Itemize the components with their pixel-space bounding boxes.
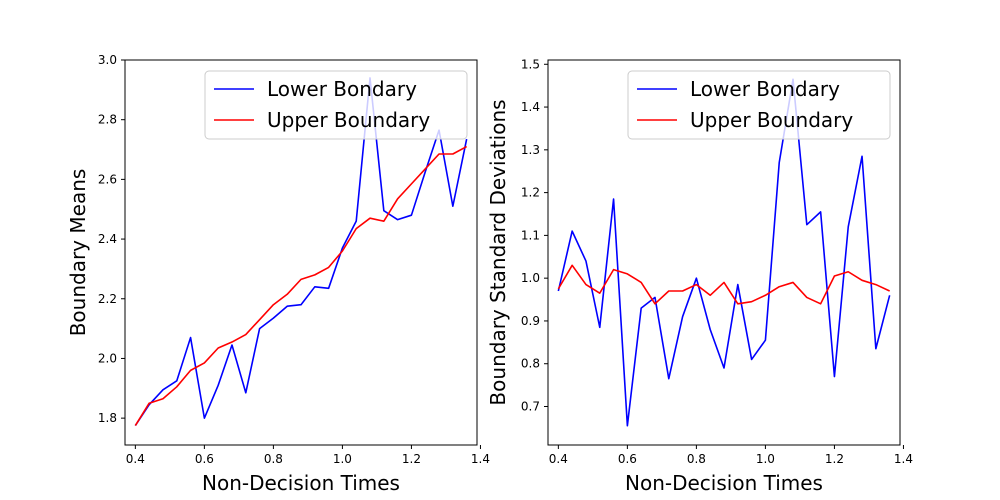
series-line-upper [134, 145, 468, 427]
x-tick-label: 0.4 [126, 452, 145, 466]
x-tick-label: 1.2 [825, 452, 844, 466]
series-line-lower [134, 77, 468, 427]
legend-entry: Upper Boundary [267, 108, 430, 132]
legend: Lower Bondary Upper Boundary [627, 70, 891, 140]
x-tick-label: 0.8 [687, 452, 706, 466]
x-axis-label: Non-Decision Times [625, 471, 823, 495]
y-tick-label: 2.6 [98, 172, 117, 186]
y-tick-label: 1.5 [521, 57, 540, 71]
y-tick-label: 2.0 [98, 351, 117, 365]
y-tick-label: 2.2 [98, 292, 117, 306]
series-line-upper [557, 264, 890, 305]
y-tick-label: 0.9 [521, 314, 540, 328]
x-tick-label: 0.6 [618, 452, 637, 466]
x-tick-label: 1.0 [756, 452, 775, 466]
x-tick-label: 1.4 [894, 452, 913, 466]
legend: Lower Bondary Upper Boundary [204, 70, 468, 140]
legend-entry: Lower Bondary [267, 77, 417, 101]
x-tick-label: 1.0 [333, 452, 352, 466]
legend-box [627, 70, 891, 140]
y-tick-label: 1.8 [98, 411, 117, 425]
x-tick-label: 0.6 [195, 452, 214, 466]
legend-entry: Lower Bondary [690, 77, 840, 101]
right-plot: 0.4 0.6 0.8 1.0 1.2 1.4 0.7 0.8 0.9 1.0 1.1 1.2 1.3 1… [486, 57, 913, 495]
y-tick-label: 1.1 [521, 228, 540, 242]
y-axis-label: Boundary Standard Deviations [486, 99, 510, 405]
y-tick-label: 0.8 [521, 357, 540, 371]
series-group [134, 77, 468, 427]
y-tick-label: 1.2 [521, 186, 540, 200]
x-axis-label: Non-Decision Times [202, 471, 400, 495]
x-tick-label: 0.8 [264, 452, 283, 466]
y-axis-label: Boundary Means [66, 169, 90, 337]
y-tick-label: 2.4 [98, 232, 117, 246]
y-tick-label: 3.0 [98, 53, 117, 67]
series-group [557, 78, 891, 427]
y-tick-label: 2.8 [98, 113, 117, 127]
x-tick-label: 1.4 [471, 452, 490, 466]
legend-box [204, 70, 468, 140]
y-tick-label: 0.7 [521, 400, 540, 414]
series-line-lower [557, 78, 891, 427]
y-tick-label: 1.4 [521, 100, 540, 114]
axes-frame [547, 59, 901, 446]
left-plot: 0.4 0.6 0.8 1.0 1.2 1.4 1.8 2.0 2.2 2.4 2.6 2.8 3.0 N… [66, 53, 490, 495]
axes-frame [124, 59, 478, 446]
x-tick-label: 1.2 [402, 452, 421, 466]
y-tick-label: 1.0 [521, 271, 540, 285]
legend-entry: Upper Boundary [690, 108, 853, 132]
y-tick-label: 1.3 [521, 143, 540, 157]
x-tick-label: 0.4 [549, 452, 568, 466]
